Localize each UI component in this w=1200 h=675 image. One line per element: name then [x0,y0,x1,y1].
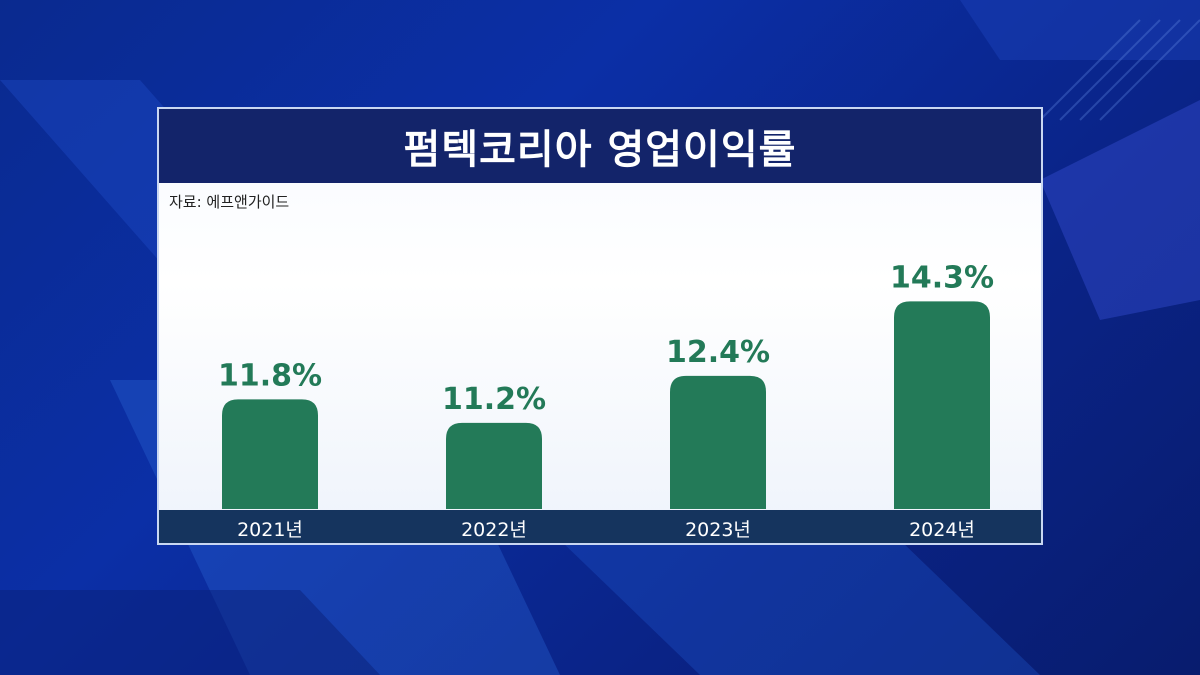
value-label: 11.2% [442,382,546,417]
x-tick-label: 2022년 [461,519,527,541]
title-bar: 펌텍코리아 영업이익률 [159,109,1041,183]
value-label: 11.8% [218,358,322,393]
x-tick-label: 2024년 [909,519,975,541]
value-label: 12.4% [666,335,770,370]
bar-2024년 [894,301,990,509]
bar-2021년 [222,399,318,509]
source-note: 자료: 에프앤가이드 [169,193,290,211]
bar-2023년 [670,375,766,509]
chart-card: 펌텍코리아 영업이익률 자료: 에프앤가이드 11.8% 11.2% 12.4% 14… [157,107,1043,545]
bar-chart: 11.8% 11.2% 12.4% 14.3% [218,260,994,509]
bar-2022년 [446,422,542,509]
x-tick-label: 2021년 [237,519,303,541]
chart-title: 펌텍코리아 영업이익률 [403,127,797,173]
x-tick-label: 2023년 [685,519,751,541]
x-axis-bar [159,510,1041,543]
value-label: 14.3% [890,260,994,295]
